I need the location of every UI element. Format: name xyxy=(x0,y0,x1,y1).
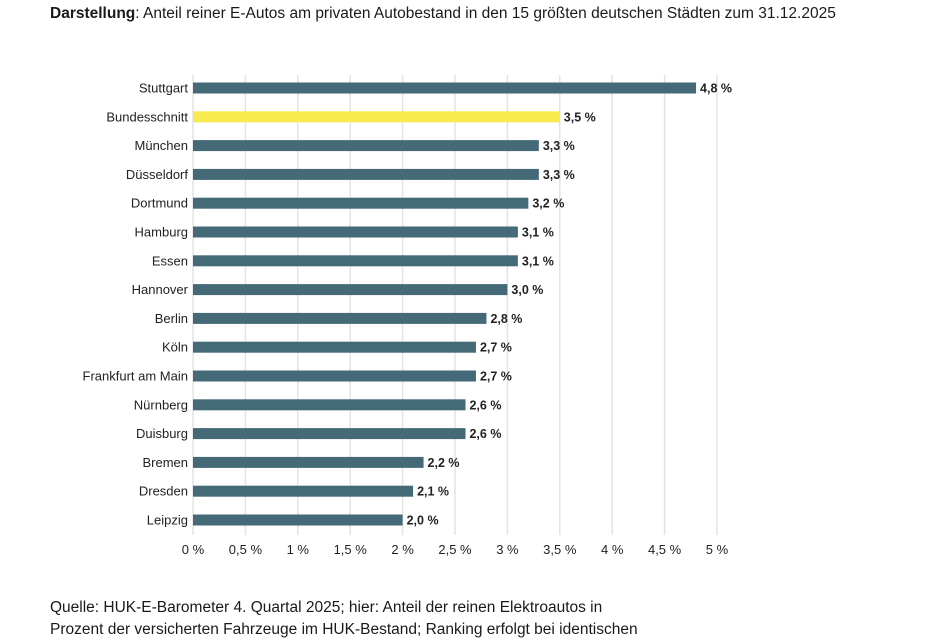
category-label: Köln xyxy=(162,340,188,355)
x-tick-label: 4 % xyxy=(601,542,624,557)
category-label: Hannover xyxy=(132,282,189,297)
category-label: Bundesschnitt xyxy=(106,109,188,124)
data-label: 2,8 % xyxy=(490,312,522,326)
data-label: 2,1 % xyxy=(417,485,449,499)
x-tick-label: 1,5 % xyxy=(334,542,368,557)
category-label: Berlin xyxy=(155,311,188,326)
title-label: Darstellung xyxy=(50,5,136,22)
data-label: 3,0 % xyxy=(511,283,543,297)
category-label: Stuttgart xyxy=(139,81,189,96)
source-note: Quelle: HUK-E-Barometer 4. Quartal 2025;… xyxy=(50,597,750,641)
bar xyxy=(193,226,518,238)
chart-title: Darstellung: Anteil reiner E-Autos am pr… xyxy=(50,5,836,23)
x-tick-label: 2 % xyxy=(391,542,414,557)
category-label: Hamburg xyxy=(135,225,188,240)
x-tick-label: 5 % xyxy=(706,542,729,557)
bar xyxy=(193,428,466,440)
bar xyxy=(193,514,403,526)
bar xyxy=(193,168,539,180)
bar xyxy=(193,456,424,468)
category-label: Leipzig xyxy=(147,513,188,528)
category-label: München xyxy=(135,138,188,153)
bar xyxy=(193,255,518,267)
bar xyxy=(193,197,529,209)
data-label: 4,8 % xyxy=(700,82,732,96)
category-label: Duisburg xyxy=(136,426,188,441)
bar xyxy=(193,312,487,324)
category-label: Dortmund xyxy=(131,196,188,211)
x-tick-label: 4,5 % xyxy=(648,542,682,557)
data-label: 3,3 % xyxy=(543,139,575,153)
x-tick-label: 3 % xyxy=(496,542,519,557)
bar xyxy=(193,370,476,382)
x-tick-label: 3,5 % xyxy=(543,542,577,557)
bar xyxy=(193,485,414,497)
bar xyxy=(193,82,697,94)
data-label: 3,1 % xyxy=(522,226,554,240)
bar xyxy=(193,111,560,123)
bar xyxy=(193,399,466,411)
data-label: 3,2 % xyxy=(532,197,564,211)
category-label: Nürnberg xyxy=(134,397,188,412)
source-line-1: Quelle: HUK-E-Barometer 4. Quartal 2025;… xyxy=(50,599,603,616)
data-label: 2,2 % xyxy=(428,456,460,470)
category-label: Essen xyxy=(152,253,188,268)
data-label: 2,6 % xyxy=(469,427,501,441)
data-label: 2,6 % xyxy=(469,398,501,412)
x-tick-label: 2,5 % xyxy=(438,542,472,557)
category-label: Bremen xyxy=(142,455,188,470)
x-tick-label: 0,5 % xyxy=(229,542,263,557)
x-tick-label: 0 % xyxy=(182,542,205,557)
data-label: 3,1 % xyxy=(522,254,554,268)
category-label: Düsseldorf xyxy=(126,167,189,182)
bar xyxy=(193,284,508,296)
category-label: Dresden xyxy=(139,484,188,499)
bar xyxy=(193,140,539,152)
data-label: 2,7 % xyxy=(480,370,512,384)
bar xyxy=(193,341,476,353)
data-label: 2,7 % xyxy=(480,341,512,355)
x-tick-label: 1 % xyxy=(287,542,310,557)
source-line-2: Prozent der versicherten Fahrzeuge im HU… xyxy=(50,621,638,638)
data-label: 3,5 % xyxy=(564,110,596,124)
data-label: 2,0 % xyxy=(407,514,439,528)
data-label: 3,3 % xyxy=(543,168,575,182)
title-text: : Anteil reiner E-Autos am privaten Auto… xyxy=(135,5,836,22)
category-label: Frankfurt am Main xyxy=(83,369,188,384)
